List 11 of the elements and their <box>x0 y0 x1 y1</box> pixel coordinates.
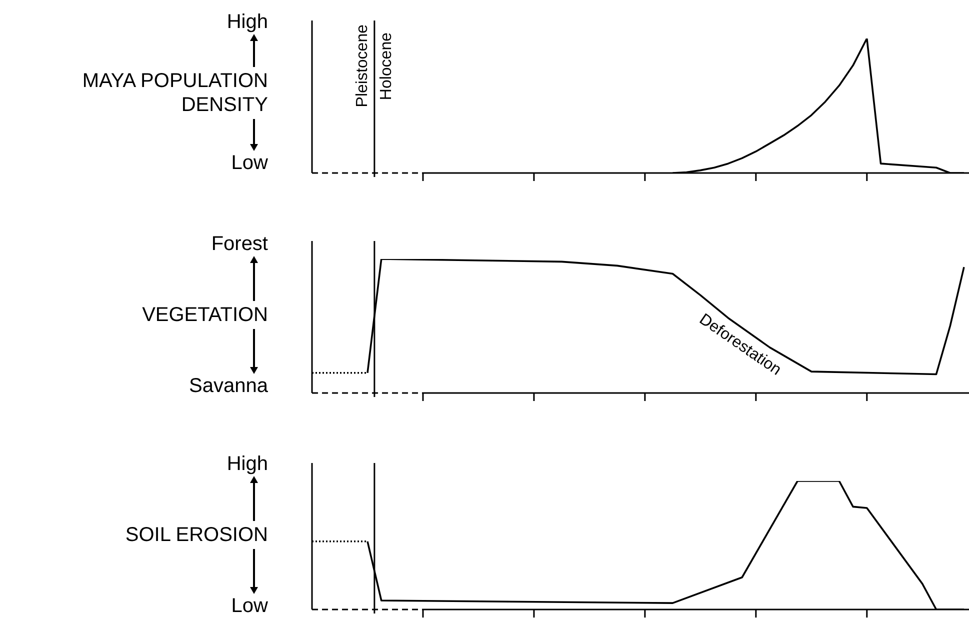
annotation: Pleistocene <box>354 24 371 108</box>
y-axis-title: SOIL EROSION <box>125 523 268 547</box>
text: Low <box>231 151 268 175</box>
text: Low <box>231 594 268 618</box>
text: Forest <box>211 232 268 256</box>
text: Savanna <box>189 374 268 398</box>
annotation: Holocene <box>378 32 395 100</box>
y-axis-title: VEGETATION <box>142 303 268 327</box>
y-axis-title: MAYA POPULATION DENSITY <box>81 68 268 116</box>
text: High <box>226 10 268 34</box>
text: High <box>226 452 268 476</box>
